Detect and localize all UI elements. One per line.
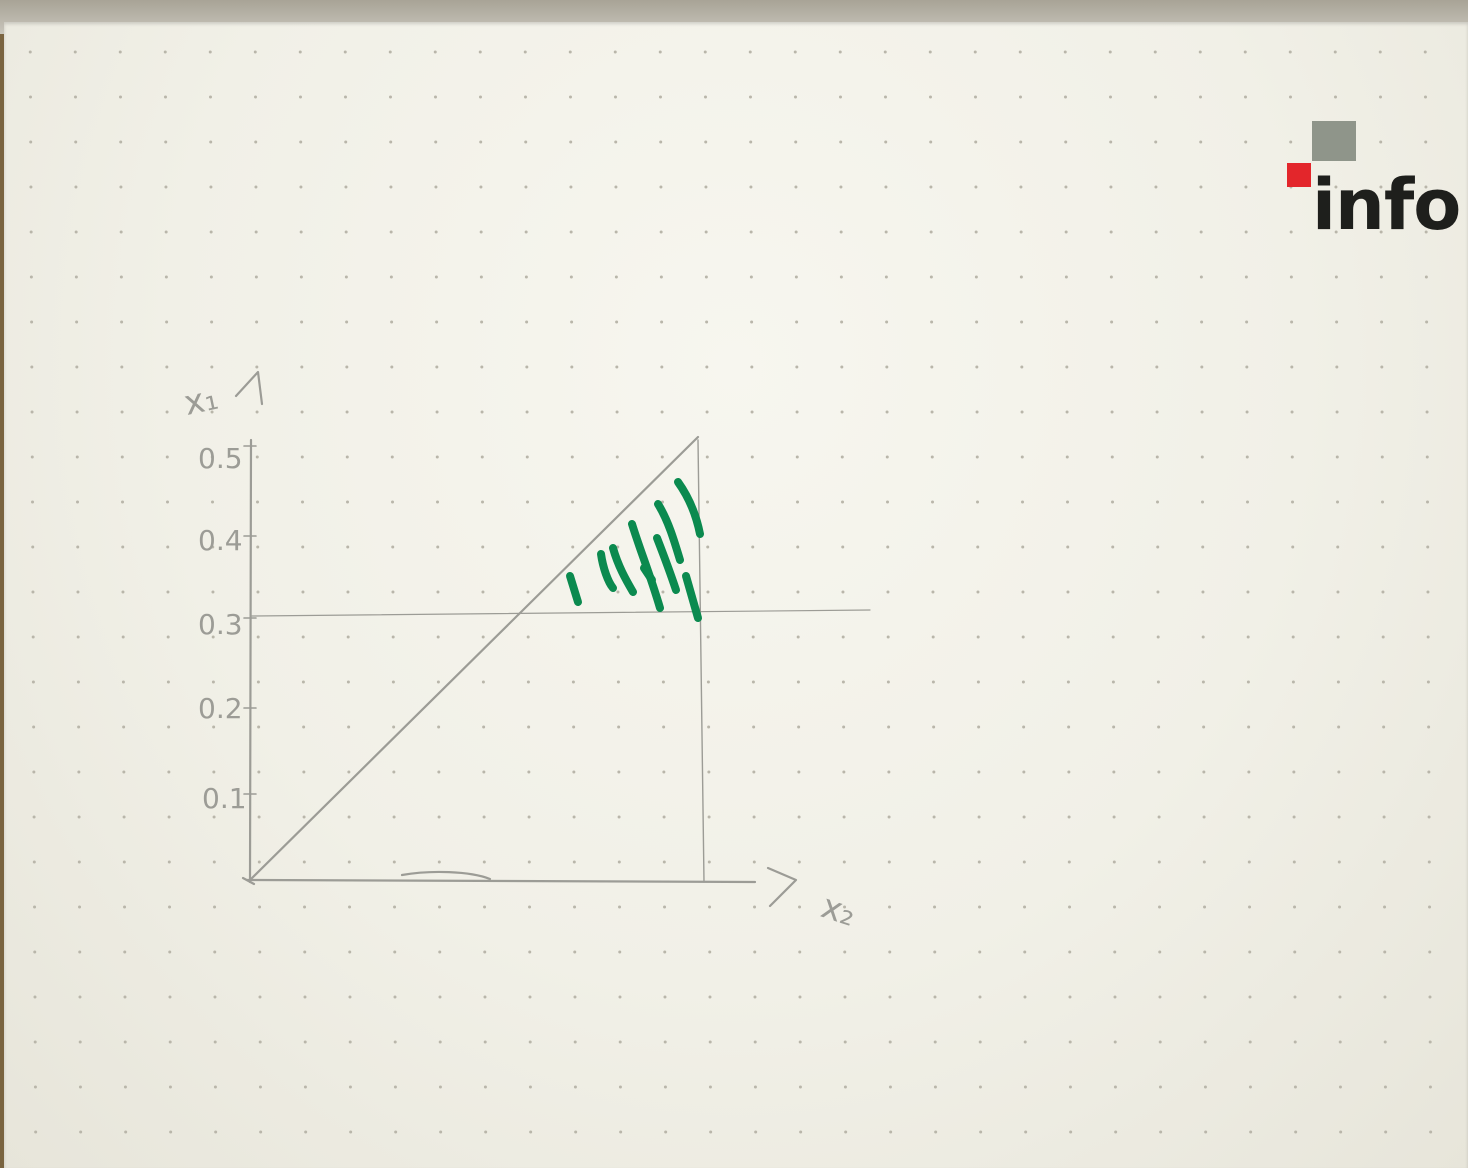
y-axis-arrow — [234, 370, 264, 406]
green-hatch-9 — [682, 572, 702, 622]
vertical-guide-line — [697, 439, 705, 883]
tick-label-04: 0.4 — [198, 524, 243, 557]
tick-label-03: 0.3 — [198, 608, 243, 641]
horizontal-guide-line — [251, 609, 871, 617]
x-axis-label: x₂ — [816, 886, 860, 934]
info-logo: info — [1282, 118, 1468, 248]
tick-label-01: 0.1 — [202, 782, 247, 815]
green-hatch-8 — [674, 478, 704, 538]
logo-wordmark: info — [1312, 164, 1461, 246]
x-axis-scribble — [400, 870, 492, 881]
y-axis-line — [248, 438, 253, 884]
x-axis-line — [245, 878, 757, 884]
green-hatch-4 — [628, 520, 664, 612]
axis-origin-tick — [241, 876, 256, 886]
logo-red-square — [1287, 163, 1311, 187]
green-hatch-7 — [653, 534, 680, 594]
green-hatch-2 — [597, 550, 617, 592]
dotted-paper-sheet — [4, 22, 1468, 1168]
logo-grey-square — [1312, 121, 1356, 161]
diagonal-line — [248, 435, 700, 882]
green-hatch-5 — [640, 564, 656, 584]
y-axis-label: x₁ — [180, 378, 221, 424]
green-hatch-1 — [566, 572, 582, 606]
green-hatch-3 — [609, 544, 637, 596]
tick-label-05: 0.5 — [198, 442, 243, 475]
x-axis-arrow — [766, 866, 798, 908]
tick-label-02: 0.2 — [198, 692, 243, 725]
green-hatch-6 — [654, 500, 684, 564]
